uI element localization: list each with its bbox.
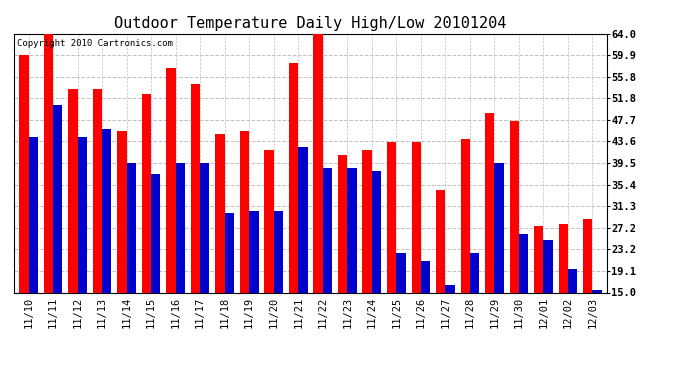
Bar — [583, 219, 593, 292]
Bar — [166, 68, 176, 292]
Bar — [19, 55, 28, 292]
Bar — [460, 140, 470, 292]
Bar — [470, 253, 479, 292]
Bar — [240, 132, 249, 292]
Bar — [249, 211, 259, 292]
Bar — [485, 113, 495, 292]
Bar — [117, 132, 126, 292]
Bar — [519, 234, 529, 292]
Bar — [43, 34, 53, 292]
Bar — [323, 168, 332, 292]
Bar — [274, 211, 283, 292]
Bar — [534, 226, 544, 292]
Bar — [151, 174, 161, 292]
Bar — [372, 171, 381, 292]
Bar — [200, 163, 210, 292]
Bar — [362, 150, 372, 292]
Bar — [68, 89, 77, 292]
Bar — [264, 150, 274, 292]
Bar — [544, 240, 553, 292]
Bar — [559, 224, 568, 292]
Bar — [593, 290, 602, 292]
Bar — [92, 89, 102, 292]
Bar — [142, 94, 151, 292]
Bar — [396, 253, 406, 292]
Bar — [28, 137, 38, 292]
Title: Outdoor Temperature Daily High/Low 20101204: Outdoor Temperature Daily High/Low 20101… — [115, 16, 506, 31]
Bar — [338, 155, 347, 292]
Bar — [387, 142, 396, 292]
Bar — [191, 84, 200, 292]
Bar — [347, 168, 357, 292]
Bar — [176, 163, 185, 292]
Text: Copyright 2010 Cartronics.com: Copyright 2010 Cartronics.com — [17, 39, 172, 48]
Bar — [289, 63, 298, 292]
Bar — [102, 129, 111, 292]
Bar — [436, 189, 445, 292]
Bar — [126, 163, 136, 292]
Bar — [568, 269, 578, 292]
Bar — [215, 134, 225, 292]
Bar — [445, 285, 455, 292]
Bar — [421, 261, 430, 292]
Bar — [298, 147, 308, 292]
Bar — [510, 121, 519, 292]
Bar — [495, 163, 504, 292]
Bar — [411, 142, 421, 292]
Bar — [313, 31, 323, 292]
Bar — [225, 213, 234, 292]
Bar — [77, 137, 87, 292]
Bar — [53, 105, 62, 292]
